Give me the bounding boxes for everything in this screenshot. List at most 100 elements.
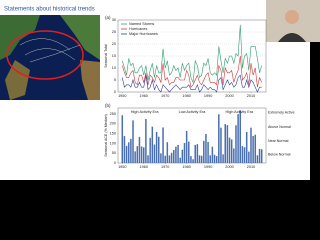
screen: Statements about historical trends (a) Se… (0, 0, 320, 180)
era-label: High Activity Era (226, 110, 255, 114)
bar (183, 142, 186, 163)
bar (235, 125, 237, 163)
bar (256, 155, 259, 163)
x-tick-label: 2000 (225, 165, 233, 169)
bar (140, 146, 143, 163)
slide-title: Statements about historical trends (4, 7, 95, 13)
bar (136, 146, 139, 163)
bar (162, 127, 164, 163)
bar (134, 151, 136, 163)
bar (250, 127, 252, 163)
x-tick-label: 2000 (225, 94, 233, 98)
bar (211, 146, 214, 163)
x-tick-label: 1990 (204, 165, 212, 169)
panel-label: (a) (105, 15, 111, 20)
bar (121, 115, 124, 163)
bar (160, 153, 162, 163)
y-tick-label: 25 (112, 30, 116, 34)
bar (196, 144, 199, 163)
bar (188, 141, 190, 163)
bar (190, 156, 192, 163)
x-tick-label: 2010 (247, 94, 255, 98)
bar (158, 136, 160, 163)
bar (127, 142, 130, 163)
legend-label: Named Storms (129, 22, 154, 26)
x-tick-label: 1980 (182, 94, 190, 98)
bar (200, 155, 203, 163)
bar (254, 134, 257, 163)
bar (198, 155, 201, 163)
bar (203, 140, 205, 163)
bar (173, 150, 175, 163)
x-tick-label: 1950 (118, 94, 126, 98)
series-line (122, 24, 262, 84)
bar (230, 139, 233, 163)
bar (132, 120, 134, 163)
bar (168, 155, 171, 163)
y-tick-label: 5 (114, 78, 116, 82)
class-label: Above Normal (268, 125, 291, 129)
bar (185, 130, 188, 163)
panel-label: (b) (105, 103, 111, 108)
bar (207, 141, 209, 163)
class-label: Below Normal (268, 153, 291, 157)
bar (164, 155, 166, 163)
x-tick-label: 1990 (204, 94, 212, 98)
bar (209, 155, 211, 163)
bar (260, 149, 263, 163)
page: Statements about historical trends (a) Se… (0, 0, 320, 180)
bar (228, 137, 231, 163)
y-tick-label: 150 (110, 132, 116, 136)
bar (252, 135, 254, 163)
bar (248, 151, 250, 163)
bar (155, 131, 158, 163)
y-tick-label: 200 (110, 122, 116, 126)
bar (123, 136, 126, 163)
bar (149, 137, 151, 163)
y-tick-label: 100 (110, 141, 116, 145)
bar (138, 136, 141, 163)
bar (151, 126, 154, 163)
y-tick-label: 15 (112, 54, 116, 58)
y-axis-label: Seasonal ACE (% Median) (104, 114, 108, 157)
y-tick-label: 0 (114, 90, 116, 94)
bar (218, 114, 220, 163)
y-tick-label: 50 (112, 151, 116, 155)
bar (222, 154, 224, 163)
bar (205, 133, 207, 163)
x-tick-label: 1960 (140, 165, 148, 169)
bar (239, 110, 242, 163)
bar (179, 157, 181, 163)
y-tick-label: 30 (112, 18, 116, 22)
bar (130, 138, 132, 163)
map (0, 15, 100, 100)
legend-label: Hurricanes (129, 27, 147, 31)
x-tick-label: 1950 (118, 165, 126, 169)
bar (125, 145, 128, 163)
bar (147, 155, 149, 163)
bar (153, 144, 156, 163)
x-tick-label: 2010 (247, 165, 255, 169)
y-tick-label: 20 (112, 42, 116, 46)
bar (215, 156, 218, 163)
bar (224, 124, 226, 163)
bar (145, 119, 147, 163)
x-tick-label: 1960 (140, 94, 148, 98)
plot-frame (117, 107, 267, 164)
bar (243, 147, 246, 163)
bar (175, 146, 177, 163)
bar (166, 142, 169, 163)
webcam (266, 0, 320, 42)
bar (192, 159, 194, 163)
bar (142, 147, 145, 163)
bar (181, 149, 184, 163)
x-tick-label: 1970 (161, 94, 169, 98)
bar (220, 127, 222, 163)
bar (170, 152, 173, 163)
bar (194, 144, 196, 163)
series-line (121, 74, 262, 93)
bar (241, 146, 244, 163)
y-axis-label: Seasonal Total (104, 44, 108, 68)
x-tick-label: 1970 (161, 165, 169, 169)
y-tick-label: 10 (112, 66, 116, 70)
